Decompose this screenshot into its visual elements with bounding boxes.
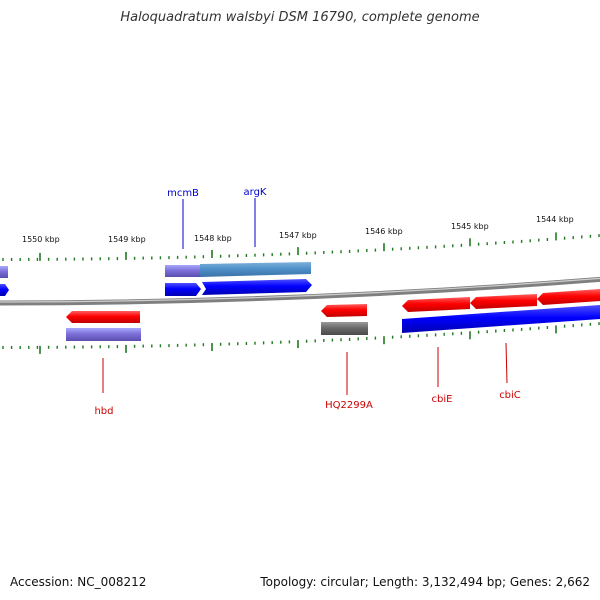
gene-label-mcmb: mcmB	[167, 188, 199, 199]
gene-label-hbd: hbd	[94, 406, 113, 417]
gene-label-cbic: cbiC	[499, 390, 521, 401]
feature-mcmb-rna	[165, 265, 203, 277]
kbp-label-1546: 1546 kbp	[365, 227, 403, 236]
feature-reverse-cds-left-edge	[0, 284, 9, 296]
gene-label-cbie: cbiE	[432, 394, 453, 405]
kbp-label-1548: 1548 kbp	[194, 234, 232, 243]
genome-backbone-highlight	[0, 277, 600, 303]
kbp-label-1547: 1547 kbp	[279, 231, 317, 240]
tick-row-top	[2, 232, 600, 261]
feature-hbd-rna	[66, 328, 141, 341]
kbp-label-1549: 1549 kbp	[108, 235, 146, 244]
feature-mcmb-cds	[165, 283, 201, 296]
feature-rna-left-edge	[0, 266, 8, 278]
feature-hq2299a-gray	[321, 322, 368, 335]
feature-argk-steelblue	[200, 262, 311, 277]
map-title: Haloquadratum walsbyi DSM 16790, complet…	[120, 10, 480, 25]
kbp-label-1544: 1544 kbp	[536, 215, 574, 224]
feature-hbd-cds	[66, 311, 140, 323]
gene-label-argk: argK	[244, 187, 267, 198]
tick-row-bottom	[2, 322, 600, 354]
genome-summary-text: Topology: circular; Length: 3,132,494 bp…	[260, 575, 590, 589]
feature-reverse-cds-strip	[402, 305, 600, 333]
gene-label-hq2299a: HQ2299A	[325, 400, 373, 411]
kbp-label-1545: 1545 kbp	[451, 222, 489, 231]
genome-backbone	[0, 276, 600, 306]
feature-cbic-cds-a	[470, 294, 537, 309]
feature-cbic-cds-b	[537, 289, 600, 305]
feature-hq2299a-cds	[321, 304, 367, 317]
accession-text: Accession: NC_008212	[10, 575, 147, 589]
feature-argk-cds	[202, 279, 312, 295]
feature-cbie-cds	[402, 297, 470, 312]
kbp-label-1550: 1550 kbp	[22, 235, 60, 244]
leader-line-cbic	[505, 342, 508, 384]
